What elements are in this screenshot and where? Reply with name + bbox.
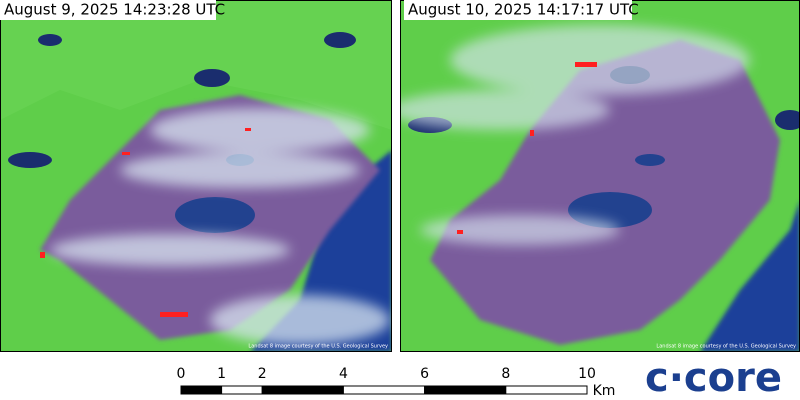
timestamp: August 10, 2025 14:17:17 UTC (408, 1, 639, 19)
image-credit: Landsat 8 image courtesy of the U.S. Geo… (248, 344, 388, 350)
scale-segment (505, 385, 588, 395)
scale-segment (261, 385, 344, 395)
scale-label: 1 (217, 366, 226, 382)
logo: c·core (645, 355, 782, 400)
scale-label: 10 (578, 366, 596, 382)
scale-segment (221, 385, 263, 395)
timestamp: August 9, 2025 14:23:28 UTC (4, 1, 225, 19)
scale-label: 6 (420, 366, 429, 382)
scale-segment (342, 385, 426, 395)
scale-label: 0 (177, 366, 186, 382)
scale-segment (180, 385, 223, 395)
scale-label: 4 (339, 366, 348, 382)
scale-unit: Km (593, 383, 616, 399)
scale-segment (424, 385, 507, 395)
satellite-image-right (401, 0, 800, 352)
scale-bar: 0 1 2 4 6 8 10 (177, 366, 596, 395)
satellite-image-left (0, 0, 392, 352)
timestamp-box (0, 0, 216, 20)
scale-label: 2 (258, 366, 267, 382)
image-credit: Landsat 8 image courtesy of the U.S. Geo… (656, 344, 796, 350)
scale-label: 8 (501, 366, 510, 382)
timestamp-box (404, 0, 632, 20)
